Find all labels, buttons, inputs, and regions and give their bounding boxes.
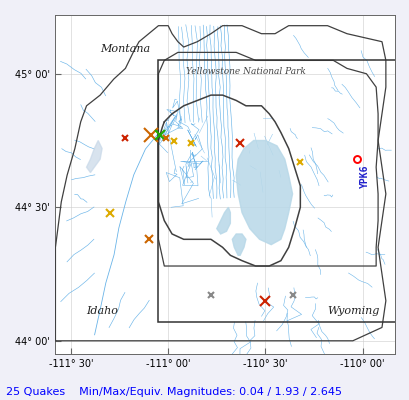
Text: Yellowstone National Park: Yellowstone National Park [186,67,305,76]
Text: Idaho: Idaho [86,306,118,316]
Bar [158,60,395,322]
Text: Montana: Montana [100,44,150,54]
Polygon shape [236,140,292,245]
Text: Wyoming: Wyoming [327,306,379,316]
Text: 25 Quakes    Min/Max/Equiv. Magnitudes: 0.04 / 1.93 / 2.645: 25 Quakes Min/Max/Equiv. Magnitudes: 0.0… [6,387,342,397]
Text: YPK6: YPK6 [360,164,369,188]
Polygon shape [86,140,102,172]
Polygon shape [216,207,230,234]
Polygon shape [232,234,245,255]
